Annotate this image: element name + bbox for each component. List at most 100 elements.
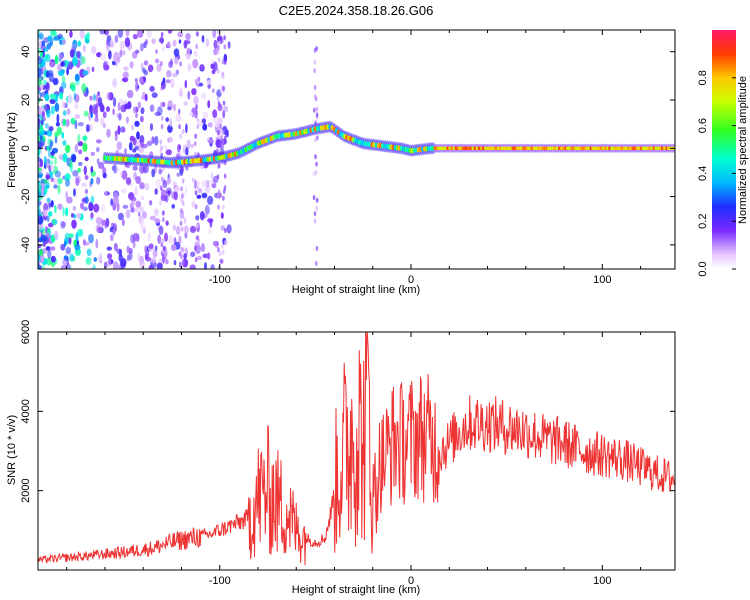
noise-cell [38, 197, 41, 203]
noise-cell [92, 107, 99, 115]
noise-cell [204, 262, 207, 269]
noise-cell [154, 188, 158, 195]
noise-cell [218, 251, 222, 257]
noise-cell [202, 123, 208, 131]
noise-cell [41, 111, 46, 118]
noise-cell [98, 97, 103, 106]
noise-cell [126, 89, 134, 99]
noise-cell [114, 35, 119, 43]
noise-cell [56, 113, 60, 124]
noise-cell [47, 222, 54, 228]
noise-cell [130, 234, 135, 244]
noise-cell [54, 102, 60, 113]
noise-cell [223, 240, 227, 246]
noise-cell [313, 85, 317, 90]
colorbar-tick-label: 0.6 [697, 118, 709, 133]
noise-cell [196, 124, 200, 129]
noise-cell [184, 247, 188, 253]
noise-cell [165, 187, 172, 195]
noise-cell [140, 115, 144, 123]
noise-cell [200, 243, 206, 252]
noise-cell [106, 246, 113, 251]
noise-cell [71, 154, 77, 163]
noise-cell [185, 147, 189, 156]
noise-cell [178, 235, 182, 241]
noise-cell [38, 167, 42, 172]
noise-cell [91, 66, 95, 73]
noise-cell [189, 111, 193, 117]
noise-cell [134, 120, 140, 127]
noise-cell [220, 212, 224, 219]
noise-cell [134, 185, 138, 196]
noise-cell [314, 94, 317, 100]
noise-cell [38, 181, 42, 192]
noise-cell [62, 154, 68, 163]
noise-cell [52, 77, 59, 86]
noise-cell [62, 110, 67, 116]
noise-cell [41, 234, 48, 242]
noise-cell [66, 174, 71, 180]
noise-cell [90, 151, 96, 156]
noise-cell [74, 93, 80, 103]
noise-cell [68, 159, 73, 169]
noise-cell [151, 257, 157, 264]
noise-cell [98, 161, 105, 169]
noise-cell [53, 179, 59, 184]
noise-cell [138, 164, 145, 174]
noise-cell [120, 258, 127, 267]
ytick-label: 0 [20, 145, 32, 151]
noise-cell [84, 36, 90, 44]
noise-cell [145, 39, 148, 45]
noise-cell [136, 131, 140, 140]
noise-cell [154, 111, 161, 117]
noise-cell [194, 133, 198, 139]
noise-cell [92, 264, 96, 269]
noise-cell [140, 107, 145, 115]
noise-cell [99, 30, 106, 35]
noise-cell [57, 203, 63, 210]
noise-cell [213, 39, 218, 50]
noise-cell [126, 116, 129, 124]
noise-cell [83, 110, 89, 117]
noise-cell [190, 251, 196, 258]
noise-cell [180, 226, 184, 232]
noise-cell [162, 77, 166, 84]
noise-cell [82, 135, 88, 142]
noise-cell [165, 79, 171, 84]
noise-cell [169, 117, 173, 128]
noise-cell [151, 38, 156, 45]
noise-cell [181, 200, 185, 206]
noise-cell [112, 108, 115, 116]
noise-cell [183, 40, 188, 49]
noise-cell [78, 161, 83, 166]
noise-cell [315, 112, 319, 118]
noise-cell [216, 44, 220, 52]
noise-cell [194, 190, 198, 196]
noise-cell [178, 32, 182, 38]
noise-cell [48, 165, 51, 172]
noise-cell [72, 57, 78, 66]
noise-cell [313, 211, 317, 217]
noise-cell [43, 202, 48, 212]
noise-cell [180, 132, 183, 138]
noise-cell [113, 195, 119, 206]
noise-cell [143, 60, 149, 66]
noise-cell [218, 193, 221, 199]
heatmap-cells [38, 30, 675, 269]
noise-cell [39, 140, 43, 149]
noise-cell [171, 73, 178, 78]
noise-cell [121, 188, 126, 194]
noise-cell [196, 185, 200, 191]
noise-cell [172, 39, 177, 47]
noise-cell [91, 46, 97, 54]
noise-cell [122, 204, 129, 209]
noise-cell [47, 158, 50, 164]
noise-cell [45, 174, 51, 180]
noise-cell [83, 206, 88, 211]
noise-cell [180, 197, 183, 203]
figure-title: C2E5.2024.358.18.26.G06 [279, 3, 434, 18]
noise-cell [54, 230, 59, 240]
noise-cell [113, 164, 117, 174]
noise-cell [223, 105, 229, 113]
noise-cell [222, 86, 225, 92]
